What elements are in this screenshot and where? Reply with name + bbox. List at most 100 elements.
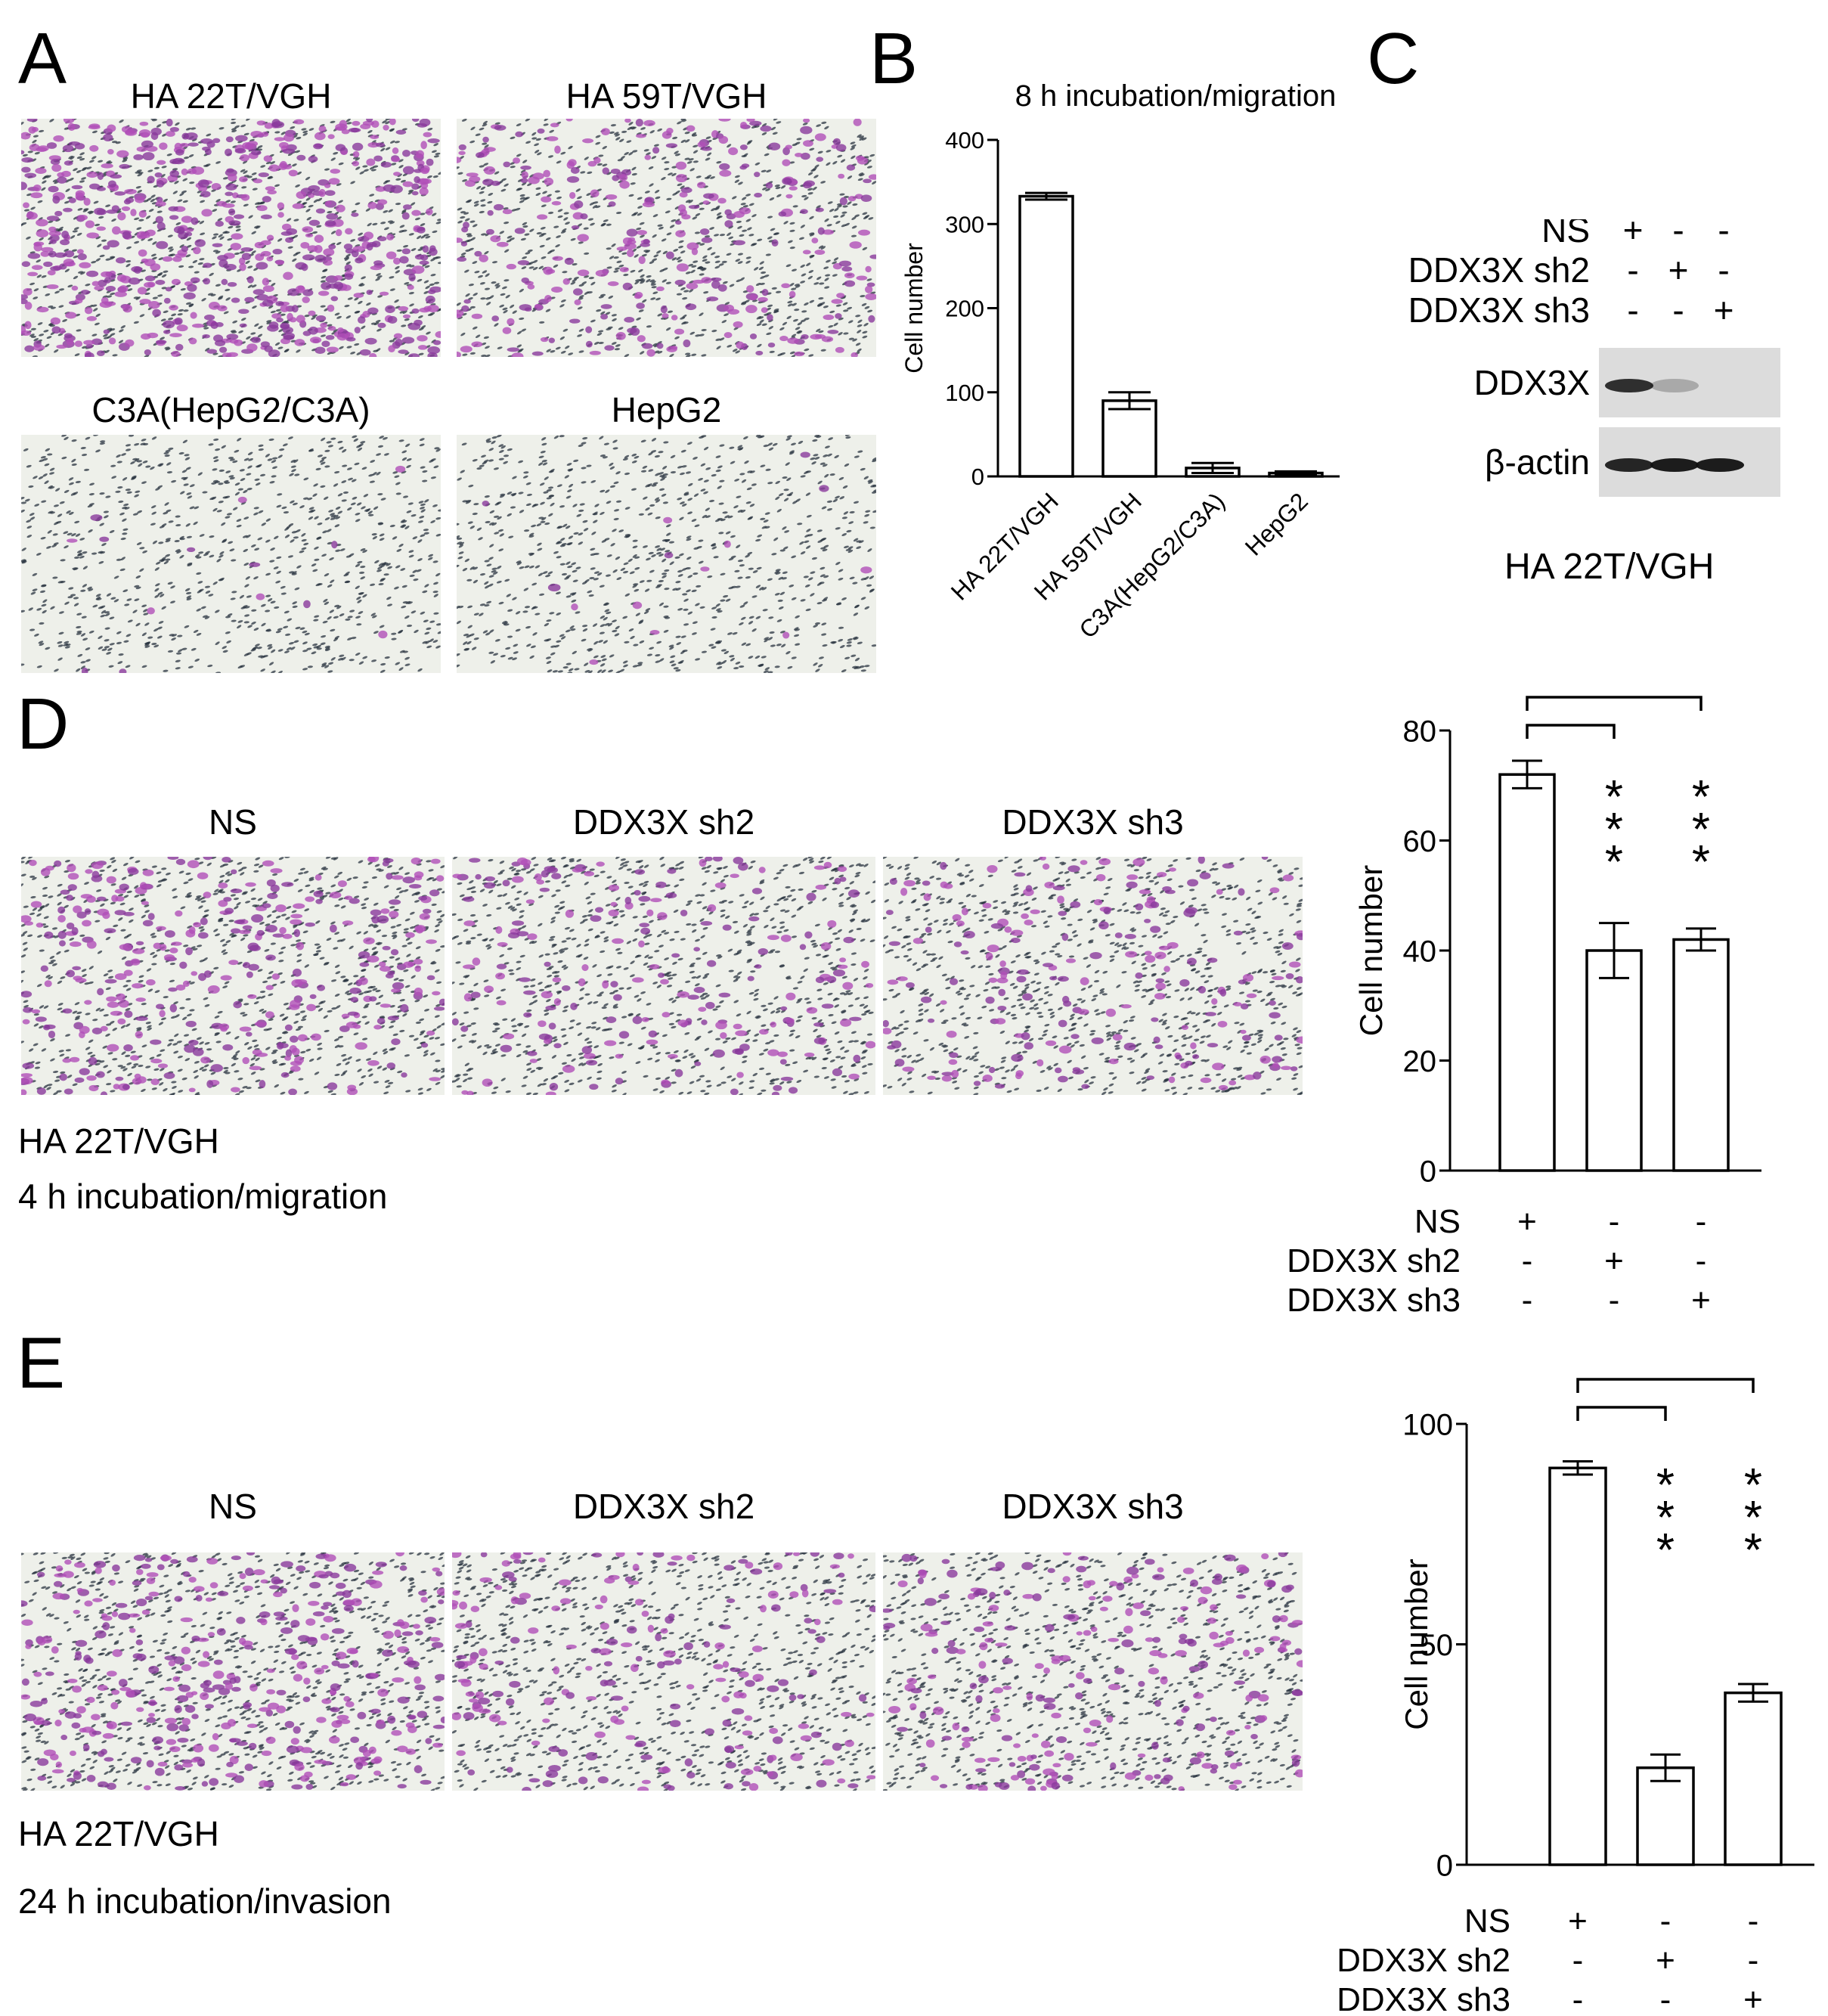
sign-mark: - bbox=[1627, 290, 1638, 330]
bar bbox=[1018, 194, 1074, 478]
y-tick-label: 0 bbox=[1436, 1849, 1453, 1882]
y-tick-label: 20 bbox=[1403, 1045, 1437, 1078]
condition-label: NS bbox=[1541, 219, 1590, 250]
condition-label: DDX3X sh3 bbox=[1337, 1981, 1510, 2016]
image-title: NS bbox=[209, 1487, 257, 1526]
panel-letter-a: A bbox=[18, 18, 67, 99]
x-tick-label: C3A(HepG2/C3A) bbox=[1074, 487, 1230, 644]
image-title: HA 59T/VGH bbox=[565, 76, 767, 116]
y-tick-label: 200 bbox=[945, 296, 984, 322]
significance-star: * bbox=[1656, 1492, 1675, 1544]
band-label: DDX3X bbox=[1474, 363, 1590, 402]
sign-mark: + bbox=[1691, 1282, 1711, 1319]
micrograph-image bbox=[21, 119, 441, 357]
condition-label: DDX3X sh2 bbox=[1337, 1942, 1510, 1979]
panel-letter-b: B bbox=[869, 18, 919, 99]
micrograph-image bbox=[457, 435, 876, 673]
significance-star: * bbox=[1656, 1524, 1675, 1577]
sign-mark: - bbox=[1718, 250, 1729, 290]
error-bar bbox=[1686, 927, 1716, 952]
western-blot: NS + - - DDX3X sh2- + - DDX3X sh3- - + DDX3X β-acti… bbox=[1399, 210, 1822, 582]
y-tick-label: 100 bbox=[945, 380, 984, 406]
error-bar bbox=[1563, 1460, 1593, 1476]
condition-label: NS bbox=[1414, 1203, 1461, 1240]
sign-mark: - bbox=[1522, 1242, 1533, 1279]
significance-star: * bbox=[1605, 771, 1623, 823]
y-tick-label: 400 bbox=[945, 127, 984, 154]
bar bbox=[1724, 1691, 1783, 1866]
protein-band bbox=[1650, 458, 1699, 472]
cell-line-label: HA 22T/VGH bbox=[1504, 547, 1715, 587]
protein-band bbox=[1605, 458, 1653, 472]
y-axis-label: Cell number bbox=[1353, 865, 1389, 1036]
micrograph-image bbox=[883, 857, 1303, 1095]
sign-mark: - bbox=[1572, 1942, 1584, 1979]
sign-mark: - bbox=[1696, 1242, 1707, 1279]
caption-condition: 4 h incubation/migration bbox=[18, 1177, 388, 1216]
sign-mark: - bbox=[1660, 1981, 1672, 2016]
y-tick-label: 40 bbox=[1403, 935, 1437, 968]
condition-label: DDX3X sh3 bbox=[1408, 290, 1590, 330]
y-tick-label: 80 bbox=[1403, 715, 1437, 748]
chart-title: 8 h incubation/migration bbox=[1015, 79, 1337, 113]
sign-mark: - bbox=[1627, 250, 1638, 290]
error-bar bbox=[1599, 922, 1629, 979]
bar bbox=[1672, 938, 1730, 1172]
y-tick-label: 100 bbox=[1402, 1408, 1453, 1441]
sign-mark: + bbox=[1656, 1942, 1675, 1979]
band-label: β-actin bbox=[1485, 442, 1590, 482]
sign-mark: - bbox=[1672, 290, 1684, 330]
image-title: DDX3X sh2 bbox=[572, 1487, 755, 1526]
error-bar bbox=[1108, 391, 1151, 411]
error-bar bbox=[1512, 759, 1542, 789]
error-bar bbox=[1275, 470, 1317, 476]
x-tick-label: HepG2 bbox=[1240, 487, 1313, 560]
micrograph-image bbox=[21, 435, 441, 673]
sign-mark: + bbox=[1668, 250, 1689, 290]
error-bar bbox=[1738, 1683, 1768, 1703]
significance-star: * bbox=[1744, 1459, 1762, 1512]
sign-mark: + bbox=[1604, 1242, 1624, 1279]
y-tick-label: 0 bbox=[971, 464, 984, 490]
image-title: C3A(HepG2/C3A) bbox=[91, 390, 370, 430]
sign-mark: - bbox=[1748, 1942, 1759, 1979]
image-title: DDX3X sh3 bbox=[1002, 1487, 1184, 1526]
sign-mark: + bbox=[1568, 1903, 1588, 1940]
sign-mark: + bbox=[1623, 219, 1644, 250]
error-bar bbox=[1650, 1753, 1681, 1782]
sign-mark: + bbox=[1743, 1981, 1763, 2016]
bar bbox=[1101, 399, 1157, 478]
condition-label: NS bbox=[1464, 1903, 1510, 1940]
caption-cell-line: HA 22T/VGH bbox=[18, 1814, 219, 1853]
bar bbox=[1498, 773, 1556, 1172]
significance-star: * bbox=[1692, 804, 1710, 856]
protein-band bbox=[1650, 379, 1699, 392]
panel-letter-d: D bbox=[17, 684, 70, 765]
error-bar bbox=[1191, 461, 1234, 475]
micrograph-image bbox=[883, 1552, 1303, 1791]
sign-mark: - bbox=[1660, 1903, 1672, 1940]
sign-mark: + bbox=[1517, 1203, 1537, 1240]
micrograph-image bbox=[457, 119, 876, 357]
significance-star: * bbox=[1605, 804, 1623, 856]
sign-mark: - bbox=[1748, 1903, 1759, 1940]
significance-star: * bbox=[1605, 836, 1623, 889]
micrograph-image bbox=[21, 857, 445, 1095]
image-title: HepG2 bbox=[611, 390, 722, 430]
significance-star: * bbox=[1656, 1459, 1675, 1512]
panel-letter-e: E bbox=[17, 1323, 66, 1403]
sign-mark: - bbox=[1718, 219, 1729, 250]
condition-label: DDX3X sh2 bbox=[1408, 250, 1590, 290]
y-axis-label: Cell number bbox=[900, 243, 928, 374]
sign-mark: - bbox=[1696, 1203, 1707, 1240]
significance-star: * bbox=[1692, 836, 1710, 889]
significance-bracket bbox=[1526, 724, 1616, 739]
sign-mark: - bbox=[1609, 1282, 1620, 1319]
caption-cell-line: HA 22T/VGH bbox=[18, 1121, 219, 1161]
y-tick-label: 300 bbox=[945, 211, 984, 237]
error-bar bbox=[1025, 191, 1067, 201]
significance-bracket bbox=[1526, 696, 1703, 711]
image-title: NS bbox=[209, 802, 257, 842]
